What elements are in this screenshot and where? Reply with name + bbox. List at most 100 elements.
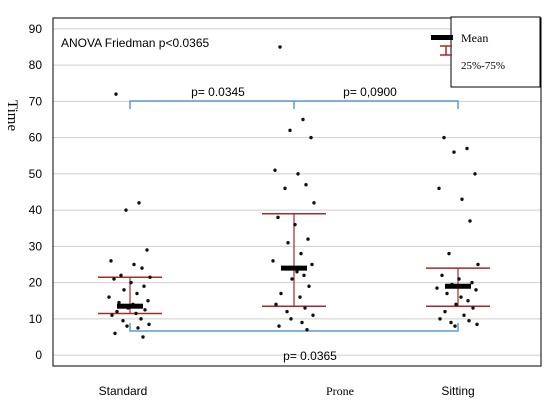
data-point-standard — [129, 280, 133, 285]
data-point-prone — [271, 259, 275, 263]
legend-mean-swatch — [431, 35, 453, 40]
data-point-prone — [301, 117, 305, 122]
y-tick-label-90: 90 — [29, 22, 43, 36]
y-tick-label-10: 10 — [29, 312, 43, 326]
anova-annotation: ANOVA Friedman p<0.0365 — [61, 36, 210, 50]
y-tick-label-70: 70 — [29, 94, 43, 108]
y-tick-label-30: 30 — [29, 239, 43, 253]
data-point-sitting — [476, 262, 480, 267]
data-point-standard — [140, 266, 144, 270]
data-point-prone — [310, 262, 314, 267]
data-point-prone — [290, 277, 294, 281]
data-point-sitting — [435, 286, 439, 290]
data-point-standard — [119, 273, 123, 278]
data-point-sitting — [440, 273, 444, 278]
bracket-bottom — [129, 323, 459, 332]
data-point-standard — [136, 326, 140, 330]
mean-marker-sitting — [445, 283, 471, 289]
data-point-prone — [311, 313, 315, 317]
data-point-prone — [274, 302, 278, 307]
data-point-standard — [143, 308, 147, 312]
data-point-prone — [288, 128, 292, 133]
data-point-standard — [137, 201, 141, 205]
data-point-sitting — [453, 324, 457, 328]
data-point-sitting — [465, 146, 469, 151]
error-bars — [98, 213, 490, 315]
data-point-standard — [122, 288, 126, 292]
p-value-standard-sitting: p= 0.0365 — [283, 349, 337, 363]
data-point-prone — [279, 291, 283, 296]
data-point-sitting — [473, 172, 477, 176]
data-point-prone — [277, 324, 281, 328]
data-point-sitting — [459, 295, 463, 299]
data-point-standard — [135, 291, 139, 296]
x-tick-label-prone: Prone — [326, 384, 354, 398]
plot-frame — [52, 17, 542, 367]
data-point-prone — [304, 183, 308, 187]
data-point-prone — [299, 251, 303, 256]
mean-markers — [117, 265, 471, 309]
data-point-prone — [293, 222, 297, 227]
data-point-standard — [142, 284, 146, 288]
data-point-prone — [285, 309, 289, 314]
data-point-sitting — [445, 291, 449, 296]
x-tick-label-sitting: Sitting — [441, 384, 474, 398]
y-tick-label-50: 50 — [29, 167, 43, 181]
data-point-sitting — [438, 317, 442, 321]
bracket-top — [129, 100, 459, 109]
data-point-prone — [300, 320, 304, 325]
data-point-standard — [147, 322, 151, 327]
data-point-sitting — [437, 186, 441, 191]
data-point-standard — [121, 318, 125, 323]
y-tick-label-60: 60 — [29, 131, 43, 145]
legend-range-swatch — [440, 45, 452, 56]
data-point-sitting — [468, 219, 472, 223]
data-point-sitting — [443, 309, 447, 314]
data-point-standard — [141, 335, 145, 339]
data-point-standard — [148, 275, 152, 279]
data-point-sitting — [462, 313, 466, 317]
data-point-standard — [134, 311, 138, 316]
data-point-standard — [146, 299, 150, 303]
data-point-prone — [305, 328, 309, 332]
mean-marker-standard — [117, 303, 143, 309]
data-point-prone — [283, 186, 287, 191]
data-point-sitting — [475, 322, 479, 327]
data-point-sitting — [471, 306, 475, 310]
data-point-prone — [296, 172, 300, 176]
data-point-prone — [302, 273, 306, 278]
data-point-prone — [312, 201, 316, 205]
y-tick-label-80: 80 — [29, 58, 43, 72]
data-point-sitting — [474, 288, 478, 292]
data-point-sitting — [442, 135, 446, 140]
y-tick-label-0: 0 — [35, 348, 42, 362]
data-point-sitting — [447, 251, 451, 256]
y-tick-label-20: 20 — [29, 276, 43, 290]
data-point-sitting — [467, 318, 471, 323]
data-point-standard — [115, 309, 119, 314]
data-point-prone — [295, 270, 299, 274]
significance-brackets — [129, 100, 459, 332]
data-point-prone — [309, 135, 313, 140]
legend-box — [450, 16, 541, 88]
data-point-sitting — [449, 320, 453, 325]
data-point-sitting — [470, 280, 474, 285]
data-point-standard — [139, 317, 143, 321]
p-value-prone-sitting: p= 0,0900 — [343, 85, 397, 99]
data-point-prone — [278, 45, 282, 49]
data-point-prone — [303, 306, 307, 310]
data-point-prone — [307, 284, 311, 288]
data-point-standard — [112, 277, 116, 281]
y-tick-label-40: 40 — [29, 203, 43, 217]
x-tick-label-standard: Standard — [99, 384, 148, 398]
y-axis-label: Time — [4, 100, 20, 131]
data-point-prone — [289, 317, 293, 321]
data-point-standard — [145, 248, 149, 252]
data-point-standard — [132, 262, 136, 267]
data-point-standard — [114, 92, 118, 96]
data-point-standard — [107, 295, 111, 299]
mean-marker-prone — [281, 265, 307, 271]
data-point-standard — [117, 300, 121, 305]
data-point-prone — [298, 295, 302, 299]
